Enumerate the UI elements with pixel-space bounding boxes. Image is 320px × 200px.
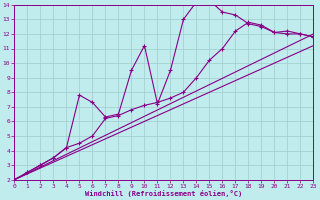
X-axis label: Windchill (Refroidissement éolien,°C): Windchill (Refroidissement éolien,°C) (85, 190, 243, 197)
